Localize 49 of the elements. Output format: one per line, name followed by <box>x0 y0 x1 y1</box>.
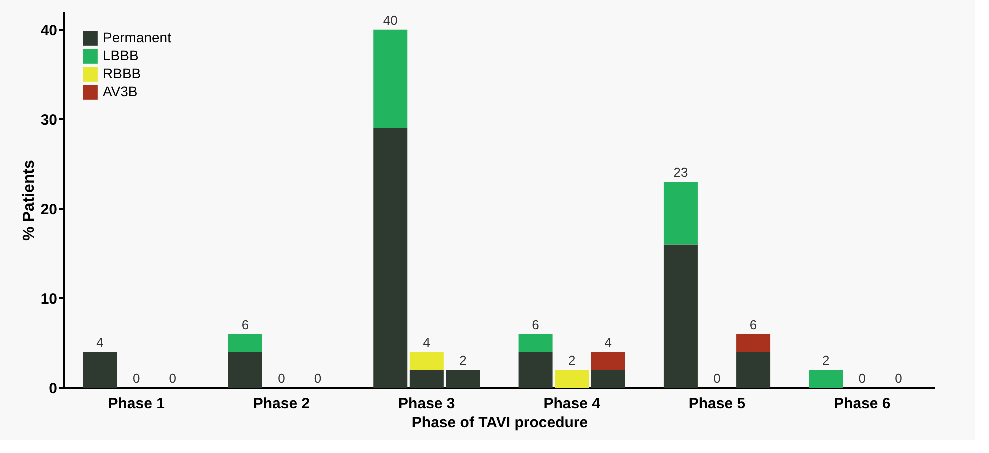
total-label: 0 <box>714 371 721 386</box>
total-label: 4 <box>96 335 104 350</box>
bar <box>518 352 553 388</box>
y-tick-label: 40 <box>40 22 58 40</box>
total-label: 2 <box>822 353 830 368</box>
bar <box>83 352 118 388</box>
total-label: 0 <box>132 371 140 386</box>
y-tick-label: 30 <box>40 112 58 129</box>
legend-label: RBBB <box>103 66 142 82</box>
bar <box>374 128 408 388</box>
total-label: 0 <box>314 371 322 386</box>
bar <box>591 352 626 370</box>
total-label: 0 <box>169 371 176 386</box>
total-label: 0 <box>895 371 902 386</box>
x-tick-label: Phase 3 <box>398 396 456 412</box>
bar <box>736 334 771 352</box>
y-axis-title: % Patients <box>20 160 38 241</box>
total-label: 6 <box>750 317 758 332</box>
legend-label: AV3B <box>103 84 138 100</box>
total-label: 0 <box>858 371 866 386</box>
bar <box>374 30 408 128</box>
total-label: 4 <box>604 335 612 350</box>
x-axis-title: Phase of TAVI procedure <box>412 414 588 432</box>
y-tick-label: 10 <box>40 290 58 308</box>
total-label: 2 <box>460 353 467 368</box>
bar <box>410 352 444 370</box>
legend-label: LBBB <box>103 48 139 64</box>
bar <box>518 334 553 352</box>
total-label: 2 <box>568 353 576 368</box>
total-label: 0 <box>278 371 286 386</box>
y-tick-label: 0 <box>49 380 58 398</box>
y-tick-label: 20 <box>40 201 58 218</box>
x-tick-label: Phase 6 <box>834 396 891 412</box>
total-label: 4 <box>423 335 431 350</box>
x-tick-label: Phase 5 <box>688 396 746 412</box>
bar <box>664 244 698 388</box>
total-label: 6 <box>532 317 540 332</box>
bar <box>228 334 262 352</box>
bar <box>664 182 698 245</box>
bar <box>228 352 262 388</box>
bar <box>809 370 844 388</box>
x-tick-label: Phase 4 <box>544 396 602 412</box>
legend-label: Permanent <box>103 30 172 46</box>
total-label: 40 <box>383 12 398 28</box>
x-tick-label: Phase 1 <box>108 396 165 412</box>
bar <box>555 370 590 388</box>
total-label: 23 <box>674 165 688 180</box>
total-label: 6 <box>242 317 250 332</box>
x-tick-label: Phase 2 <box>253 396 310 412</box>
